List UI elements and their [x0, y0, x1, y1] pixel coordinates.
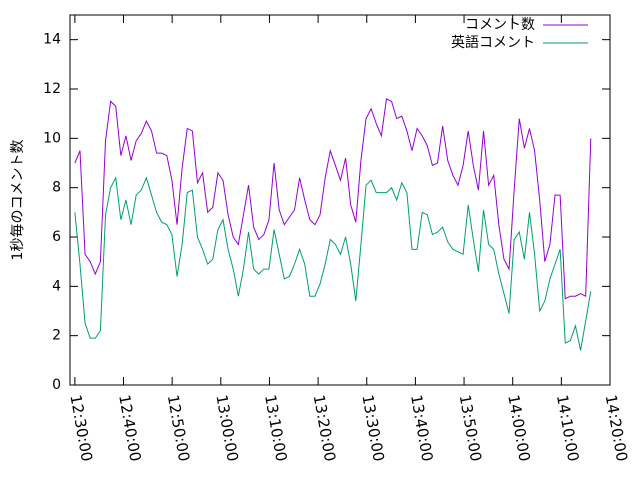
y-tick-label: 12: [43, 81, 61, 97]
x-tick-label: 13:20:00: [310, 393, 339, 462]
y-tick-label: 10: [43, 130, 61, 146]
y-tick-label: 8: [52, 180, 61, 196]
x-tick-label: 13:00:00: [212, 393, 241, 462]
y-tick-label: 4: [52, 278, 61, 294]
x-tick-label: 13:40:00: [407, 393, 436, 462]
x-tick-label: 14:00:00: [504, 393, 533, 462]
y-tick-label: 6: [52, 229, 61, 245]
x-tick-label: 12:50:00: [164, 393, 193, 462]
x-tick-label: 12:40:00: [115, 393, 144, 462]
legend-label: 英語コメント: [451, 34, 535, 51]
plot-border: [69, 14, 611, 386]
x-tick-label: 13:50:00: [456, 393, 485, 462]
x-tick-label: 12:30:00: [66, 393, 95, 462]
legend-label: コメント数: [465, 17, 535, 33]
series-line: [74, 176, 592, 351]
x-tick-label: 14:20:00: [602, 393, 631, 462]
y-tick-label: 0: [52, 377, 61, 393]
x-tick-label: 13:30:00: [358, 393, 387, 462]
series-line: [74, 98, 592, 300]
x-tick-label: 13:10:00: [261, 393, 290, 462]
y-tick-label: 14: [43, 32, 61, 48]
y-axis-label: 1秒毎のコメント数: [10, 140, 26, 261]
y-tick-label: 2: [52, 328, 61, 344]
x-tick-label: 14:10:00: [553, 393, 582, 462]
